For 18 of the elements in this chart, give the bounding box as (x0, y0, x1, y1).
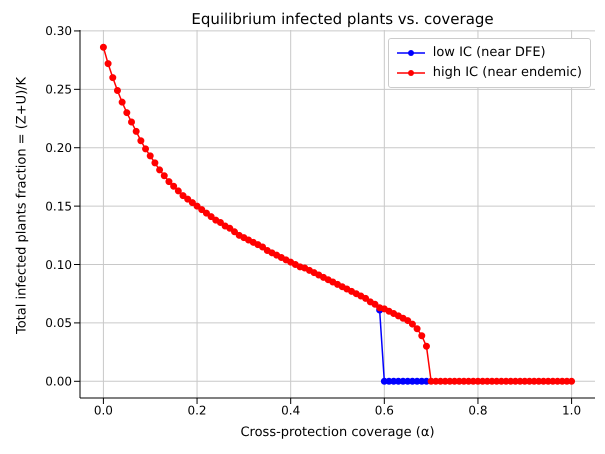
chart-title: Equilibrium infected plants vs. coverage (190, 10, 495, 28)
x-tick-label: 0.0 (94, 404, 113, 418)
x-axis-title: Cross-protection coverage (α) (240, 425, 435, 440)
legend-label: low IC (near DFE) (432, 44, 546, 62)
x-tick-label: 0.6 (374, 404, 394, 418)
legend-label: high IC (near endemic) (432, 64, 582, 82)
y-axis-title: Total infected plants fraction = (Z+U)/K (14, 76, 30, 335)
x-tick-label: 0.8 (468, 404, 488, 418)
y-tick-label: 0.30 (45, 24, 72, 38)
y-tick-label: 0.15 (45, 199, 72, 214)
x-tick-label: 1.0 (562, 404, 582, 418)
x-tick-label: 0.2 (188, 404, 207, 418)
y-tick-label: 0.05 (45, 316, 72, 330)
x-tick-label: 0.4 (281, 404, 300, 418)
y-tick-label: 0.00 (45, 374, 72, 389)
y-tick-label: 0.10 (45, 258, 72, 272)
y-tick-label: 0.25 (45, 82, 72, 97)
y-tick-label: 0.20 (45, 140, 72, 155)
